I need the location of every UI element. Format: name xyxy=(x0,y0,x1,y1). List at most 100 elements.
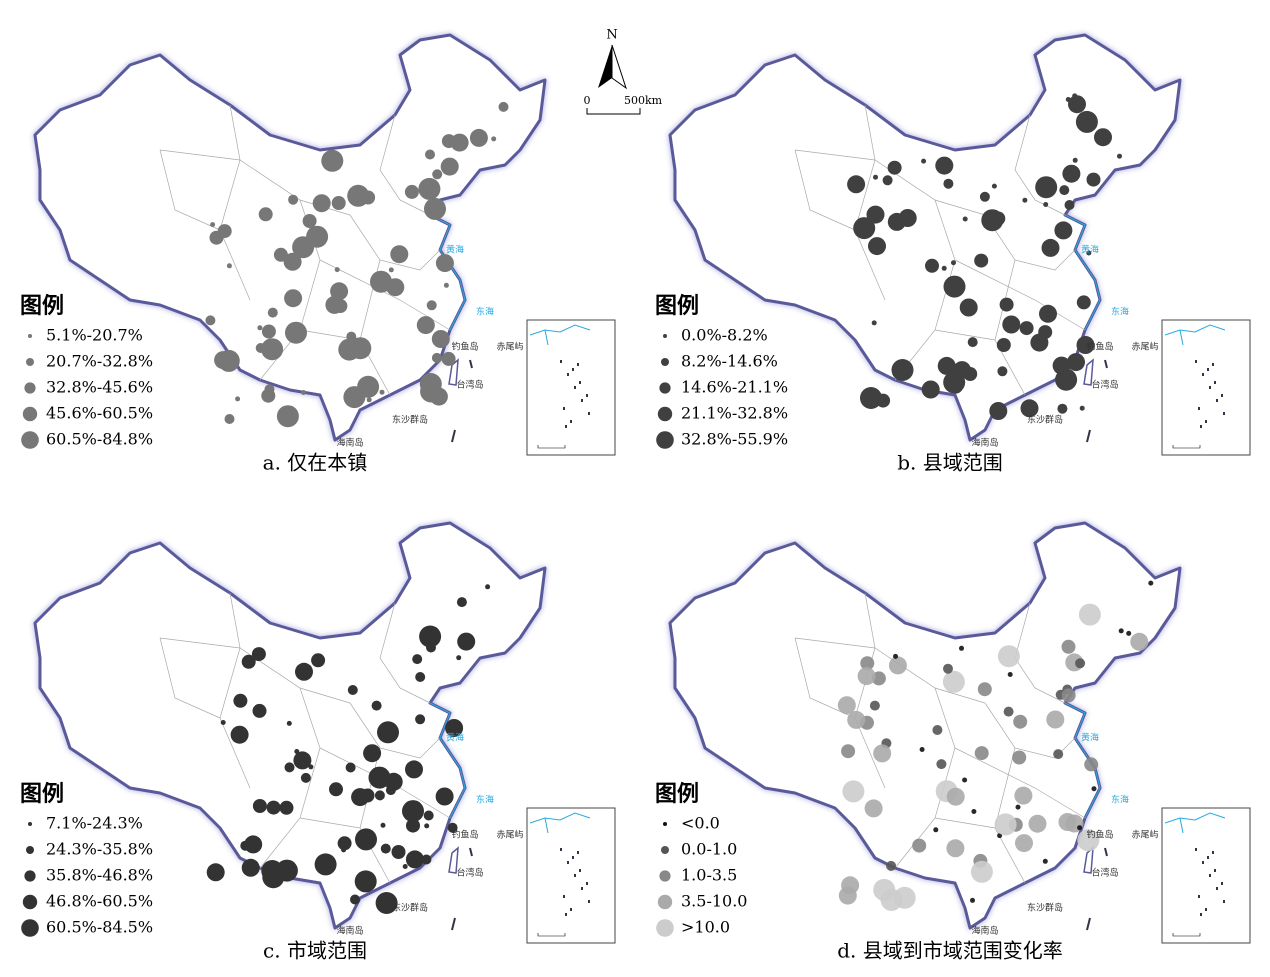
site-symbol xyxy=(837,696,856,715)
site-symbol xyxy=(337,836,352,851)
site-symbol xyxy=(345,762,356,773)
province-border xyxy=(984,214,1076,271)
inset-island xyxy=(1198,407,1200,410)
site-symbol xyxy=(306,225,329,248)
inset-frame xyxy=(526,319,616,456)
site-symbol xyxy=(1072,157,1078,163)
inset-island xyxy=(588,412,590,415)
place-label: 海南岛 xyxy=(336,925,363,937)
province-border xyxy=(954,259,1086,331)
site-symbol xyxy=(1002,315,1021,334)
province-border xyxy=(219,592,251,789)
site-symbol xyxy=(217,349,240,372)
site-symbol xyxy=(205,315,216,326)
site-symbol xyxy=(252,703,267,718)
site-symbol xyxy=(1007,672,1013,677)
inset-island xyxy=(572,856,574,859)
site-symbol xyxy=(257,325,263,331)
place-label: 钓鱼岛 xyxy=(451,341,478,353)
province-border xyxy=(894,199,956,381)
inset-scale xyxy=(537,933,566,937)
inset-island xyxy=(1223,900,1225,903)
inset-island xyxy=(581,887,583,890)
site-symbol xyxy=(866,205,885,224)
site-symbol xyxy=(284,762,295,773)
site-symbol xyxy=(933,827,939,833)
site-symbol xyxy=(1148,580,1154,586)
site-symbol xyxy=(942,670,965,693)
site-symbol xyxy=(371,700,382,711)
site-symbol xyxy=(418,177,441,200)
site-symbol xyxy=(456,597,467,608)
inset-island xyxy=(1195,360,1197,363)
site-symbol xyxy=(932,725,943,735)
site-symbol xyxy=(220,720,226,725)
site-symbol xyxy=(1126,630,1132,636)
inset-coast xyxy=(529,812,591,834)
site-symbol xyxy=(406,818,420,833)
legend-title: 图例 xyxy=(655,781,699,807)
site-symbol xyxy=(1078,603,1101,626)
site-symbol xyxy=(279,800,294,815)
site-symbol xyxy=(469,128,488,147)
place-label: 东海 xyxy=(476,306,494,318)
site-symbol xyxy=(1084,757,1099,772)
site-symbol xyxy=(424,823,430,829)
province-border xyxy=(359,747,381,829)
site-symbol xyxy=(1075,110,1098,133)
site-symbol xyxy=(314,853,337,876)
site-symbol xyxy=(1061,688,1076,703)
site-symbol xyxy=(873,744,892,763)
scale-bar xyxy=(586,108,641,115)
site-symbol xyxy=(1068,95,1086,114)
site-symbol xyxy=(1094,128,1112,147)
province-border xyxy=(259,687,321,869)
inset-island xyxy=(1216,399,1218,402)
site-symbol xyxy=(882,175,893,186)
site-symbol xyxy=(421,854,432,865)
site-symbol xyxy=(491,136,497,142)
place-label: 台湾岛 xyxy=(456,379,483,391)
site-symbol xyxy=(842,780,865,803)
site-symbol xyxy=(953,361,971,380)
site-symbol xyxy=(206,863,225,882)
site-symbol xyxy=(426,642,436,653)
site-symbol xyxy=(946,839,965,858)
inset-island xyxy=(570,420,572,423)
nine-dash xyxy=(451,359,473,443)
legend-label: 8.2%-14.6% xyxy=(681,352,778,371)
site-symbol xyxy=(440,157,459,176)
legend-label: 21.1%-32.8% xyxy=(681,404,788,423)
legend-symbol xyxy=(663,334,667,338)
legend-label: 1.0-3.5 xyxy=(681,866,737,885)
legend-label: 0.0%-8.2% xyxy=(681,326,768,345)
place-label: 赤尾屿 xyxy=(1131,342,1158,353)
site-symbol xyxy=(210,222,216,228)
legend-symbol xyxy=(659,382,671,394)
site-symbol xyxy=(443,282,449,288)
site-symbol xyxy=(919,747,925,752)
site-symbol xyxy=(962,216,968,222)
place-label: 海南岛 xyxy=(971,925,998,937)
province-border xyxy=(159,637,351,704)
site-symbol xyxy=(457,632,476,651)
site-symbol xyxy=(853,217,876,240)
inset-island xyxy=(577,851,579,854)
legend-symbol xyxy=(661,846,669,854)
nine-dash xyxy=(1086,359,1108,443)
inset-island xyxy=(1205,420,1207,423)
site-symbol xyxy=(1003,706,1014,717)
site-symbol xyxy=(1075,658,1086,669)
inset-island xyxy=(567,861,569,864)
site-symbol xyxy=(1043,202,1049,207)
site-symbol xyxy=(994,813,1017,836)
site-symbol xyxy=(1076,295,1091,310)
place-label: 台湾岛 xyxy=(456,867,483,879)
place-label: 钓鱼岛 xyxy=(451,829,478,841)
site-symbol xyxy=(402,864,408,869)
site-symbol xyxy=(970,860,993,883)
site-symbol xyxy=(991,211,1006,226)
coast-line xyxy=(1064,702,1101,819)
island-taiwan xyxy=(1083,358,1094,386)
